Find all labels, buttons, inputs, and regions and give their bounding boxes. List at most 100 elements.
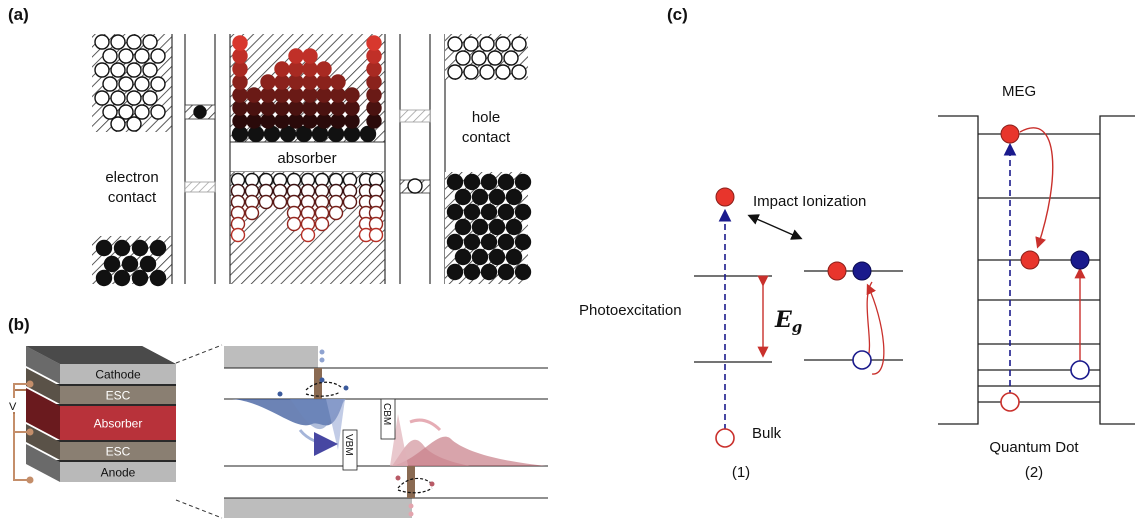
- hot-electron-circle: [366, 48, 382, 64]
- hole-contact-label-1: hole: [472, 109, 500, 126]
- open-state-circle: [503, 50, 519, 66]
- filled-state-circle: [488, 188, 506, 206]
- hot-hole-circle: [286, 216, 302, 232]
- hot-electron-circle: [330, 100, 346, 116]
- hot-electron-circle: [246, 100, 262, 116]
- filled-state-circle: [446, 203, 464, 221]
- filled-state-circle: [497, 263, 515, 281]
- hot-electron-circle: [366, 100, 382, 116]
- hot-electron-circle: [302, 74, 318, 90]
- hot-hole-circle: [368, 227, 384, 243]
- stack-layer-label-3: ESC: [106, 445, 131, 459]
- hot-electron-circle: [288, 61, 304, 77]
- stack-layer-1: [60, 386, 176, 404]
- hot-electron-circle: [316, 61, 332, 77]
- filled-state-circle: [463, 203, 481, 221]
- electron-qd-relaxed: [1020, 250, 1040, 270]
- open-state-circle: [479, 64, 495, 80]
- filled-state-circle: [131, 239, 149, 257]
- impact-ionization-label: Impact Ionization: [753, 193, 866, 210]
- filled-state-circle: [139, 255, 157, 273]
- filled-state-circle: [454, 248, 472, 266]
- filled-state-circle: [514, 263, 532, 281]
- panel-b-label: (b): [8, 315, 30, 334]
- electron-circle: [279, 125, 297, 143]
- open-state-circle: [142, 90, 158, 106]
- hot-electron-circle: [232, 87, 248, 103]
- filled-state-circle: [95, 239, 113, 257]
- open-state-circle: [94, 34, 110, 50]
- bulk-label: Bulk: [752, 425, 782, 442]
- hot-hole-circle: [328, 205, 344, 221]
- filled-state-circle: [497, 173, 515, 191]
- hot-electron-circle: [316, 87, 332, 103]
- filled-state-circle: [454, 218, 472, 236]
- filled-state-circle: [505, 218, 523, 236]
- open-state-circle: [142, 34, 158, 50]
- hot-electron-circle: [274, 61, 290, 77]
- electron-circle: [231, 125, 249, 143]
- hot-electron-circle: [366, 87, 382, 103]
- open-state-circle: [118, 76, 134, 92]
- open-state-circle: [487, 50, 503, 66]
- hot-electron-circle: [366, 35, 382, 51]
- hot-electron-circle: [288, 87, 304, 103]
- sub-label-2: (2): [1025, 464, 1043, 481]
- electron-circle: [247, 125, 265, 143]
- filled-state-circle: [488, 218, 506, 236]
- filled-state-circle: [446, 233, 464, 251]
- hot-electron-circle: [246, 113, 262, 129]
- filled-state-circle: [514, 173, 532, 191]
- hole-bulk-ii: [852, 261, 872, 281]
- filled-state-circle: [488, 248, 506, 266]
- electron-bulk-ii: [827, 261, 847, 281]
- open-state-circle: [142, 62, 158, 78]
- sub-label-1: (1): [732, 464, 750, 481]
- filled-state-circle: [471, 248, 489, 266]
- hot-electron-circle: [344, 100, 360, 116]
- open-state-circle: [110, 62, 126, 78]
- filled-state-circle: [505, 248, 523, 266]
- open-state-circle: [126, 116, 142, 132]
- electron-circle: [295, 125, 313, 143]
- stack-layer-3: [60, 442, 176, 460]
- filled-state-circle: [463, 233, 481, 251]
- open-state-circle: [110, 90, 126, 106]
- hot-hole-circle: [230, 227, 246, 243]
- cbm-label: CBM: [381, 403, 392, 425]
- hot-electron-circle: [288, 113, 304, 129]
- filled-state-circle: [480, 173, 498, 191]
- open-state-circle: [463, 64, 479, 80]
- hot-electron-circle: [330, 74, 346, 90]
- hot-hole-circle: [244, 205, 260, 221]
- stack-layer-label-2: Absorber: [94, 417, 143, 431]
- quantum-dot-diagram: MEG Quantum Dot (2): [938, 83, 1135, 481]
- hot-electron-circle: [302, 48, 318, 64]
- hot-electron-circle: [366, 74, 382, 90]
- open-state-circle: [511, 36, 527, 52]
- electron-circle: [343, 125, 361, 143]
- open-state-circle: [463, 36, 479, 52]
- band-diagram: VBM CBM: [224, 346, 548, 518]
- filled-state-circle: [480, 203, 498, 221]
- hot-electron-circle: [316, 113, 332, 129]
- open-state-circle: [134, 104, 150, 120]
- filled-state-circle: [121, 255, 139, 273]
- hot-electron-circle: [344, 87, 360, 103]
- filled-state-circle: [463, 263, 481, 281]
- electron-circle: [327, 125, 345, 143]
- open-state-circle: [126, 90, 142, 106]
- vbm-label: VBM: [343, 434, 354, 456]
- hot-electron-circle: [330, 87, 346, 103]
- hot-electron-circle: [232, 61, 248, 77]
- stack-layer-label-4: Anode: [101, 466, 136, 480]
- filled-state-circle: [471, 188, 489, 206]
- hot-electron-circle: [316, 100, 332, 116]
- open-state-circle: [134, 48, 150, 64]
- open-state-circle: [471, 50, 487, 66]
- filled-state-circle: [149, 239, 167, 257]
- electron-bulk-excited: [715, 187, 735, 207]
- filled-state-circle: [446, 263, 464, 281]
- filled-state-circle: [497, 203, 515, 221]
